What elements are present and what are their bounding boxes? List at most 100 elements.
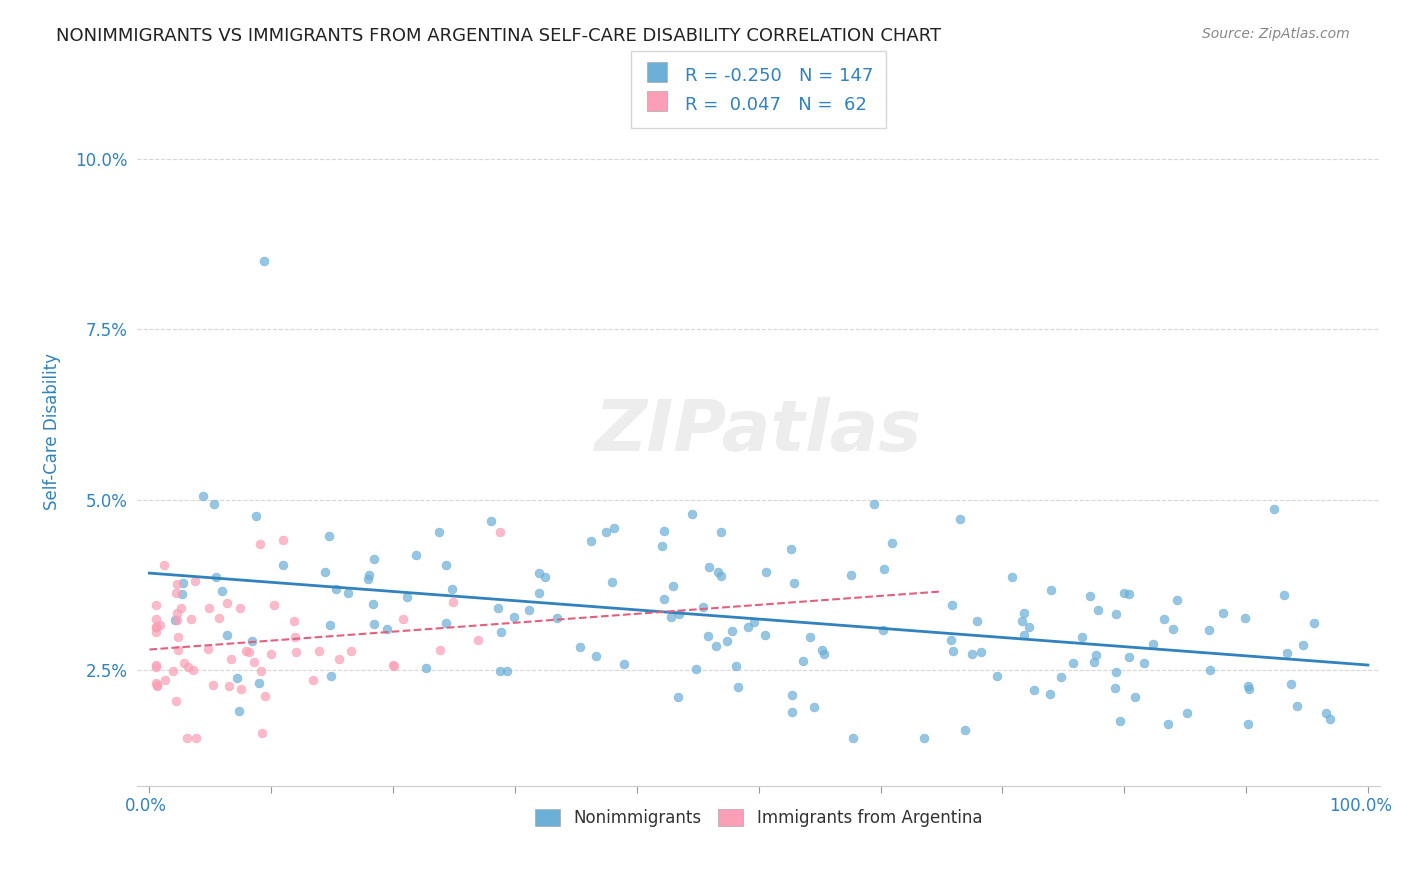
Point [381,658,404,673]
Point [340,643,363,657]
Point [585,648,607,663]
Point [503,609,526,624]
Point [361,597,384,611]
Point [1024,682,1046,697]
Point [1161,622,1184,636]
Point [517,603,540,617]
Legend: Nonimmigrants, Immigrants from Argentina: Nonimmigrants, Immigrants from Argentina [529,803,988,834]
Y-axis label: Self-Care Disability: Self-Care Disability [44,353,60,510]
Text: NONIMMIGRANTS VS IMMIGRANTS FROM ARGENTINA SELF-CARE DISABILITY CORRELATION CHAR: NONIMMIGRANTS VS IMMIGRANTS FROM ARGENTI… [56,27,942,45]
Point [1198,623,1220,637]
Point [172,587,194,601]
Point [427,524,450,539]
Point [229,681,252,696]
Point [284,631,307,645]
Point [1279,676,1302,690]
Point [527,566,550,580]
Point [1078,590,1101,604]
Point [716,633,738,648]
Point [176,660,198,674]
Point [440,582,463,596]
Point [813,647,835,661]
Point [225,671,247,685]
Point [725,659,748,673]
Point [1285,699,1308,714]
Point [737,620,759,634]
Point [1012,607,1035,621]
Point [215,597,238,611]
Point [202,678,225,692]
Point [328,652,350,666]
Point [1001,570,1024,584]
Point [145,658,167,673]
Point [181,664,204,678]
Point [1118,587,1140,601]
Point [527,586,550,600]
Point [489,524,512,539]
Point [600,575,623,590]
Point [285,645,308,659]
Point [429,643,451,657]
Point [235,644,257,658]
Point [249,665,271,679]
Point [1263,502,1285,516]
Point [165,694,187,708]
Point [271,558,294,572]
Point [742,615,765,629]
Point [263,598,285,612]
Point [1319,712,1341,726]
Text: Source: ZipAtlas.com: Source: ZipAtlas.com [1202,27,1350,41]
Point [228,704,250,718]
Point [1104,665,1126,679]
Point [1303,615,1326,630]
Point [165,613,187,627]
Point [375,622,398,636]
Point [146,677,169,691]
Point [1315,706,1337,720]
Point [697,630,720,644]
Point [613,657,636,672]
Point [1237,717,1260,731]
Point [697,560,720,574]
Point [986,668,1008,682]
Point [707,565,730,579]
Point [668,607,690,622]
Text: ZIPatlas: ZIPatlas [595,397,922,467]
Point [754,628,776,642]
Point [710,569,733,583]
Point [882,536,904,550]
Point [1142,637,1164,651]
Point [314,565,336,579]
Point [960,648,983,662]
Point [1104,681,1126,696]
Point [1012,628,1035,642]
Point [966,614,988,628]
Point [208,610,231,624]
Point [1292,638,1315,652]
Point [942,644,965,658]
Point [1011,614,1033,628]
Point [254,690,277,704]
Point [872,562,894,576]
Point [325,582,347,597]
Point [166,614,188,628]
Point [1272,588,1295,602]
Point [167,643,190,657]
Point [803,700,825,714]
Point [1083,656,1105,670]
Point [1133,656,1156,670]
Point [1084,648,1107,662]
Point [1175,706,1198,720]
Point [872,623,894,637]
Point [215,628,238,642]
Point [546,611,568,625]
Point [252,726,274,740]
Point [204,570,226,584]
Point [260,648,283,662]
Point [1071,630,1094,644]
Point [1166,593,1188,607]
Point [782,688,804,702]
Point [685,663,707,677]
Point [319,618,342,632]
Point [780,541,803,556]
